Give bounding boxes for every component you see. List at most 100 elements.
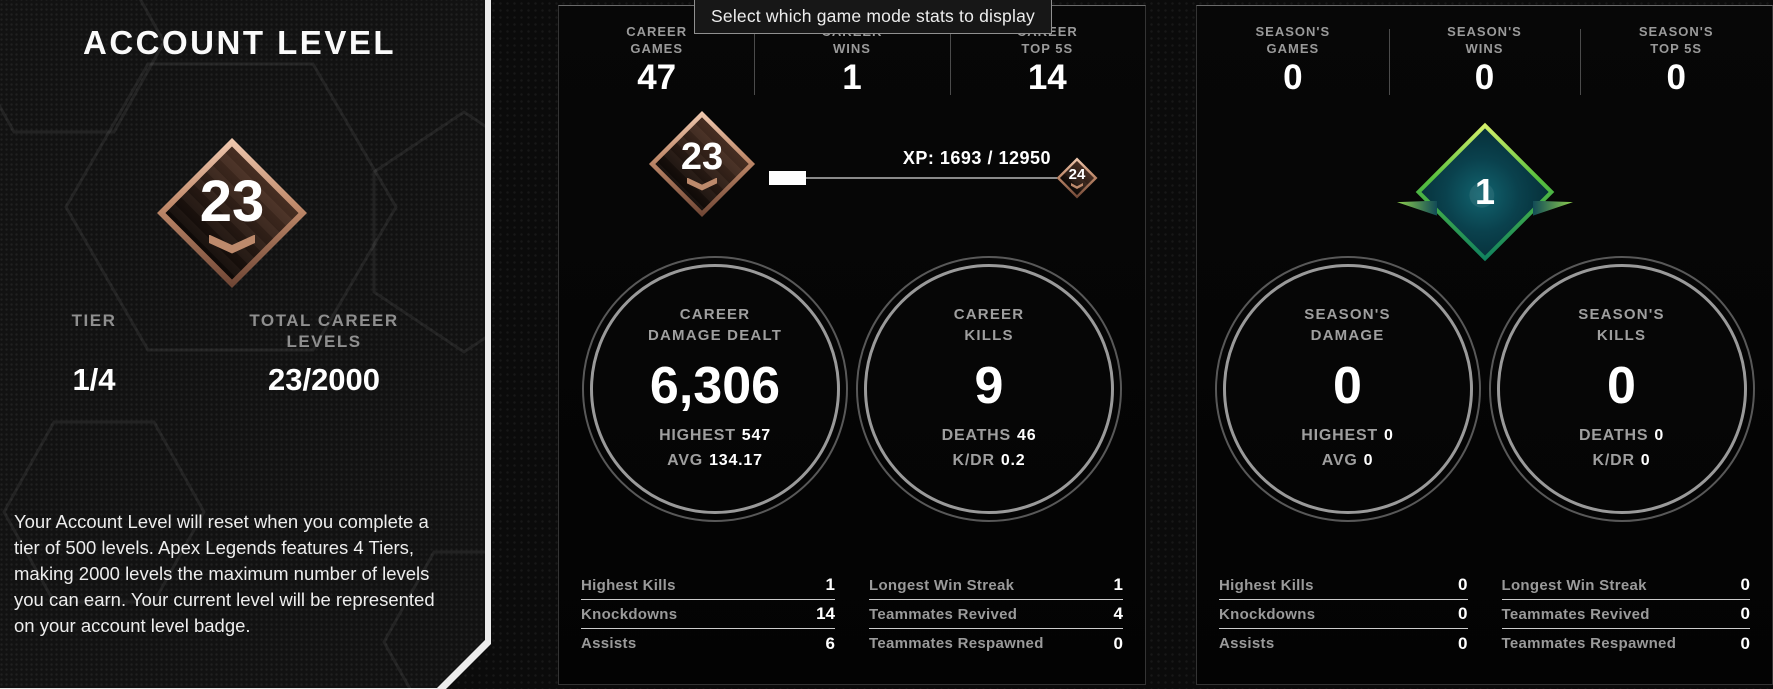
badge-content: 1 bbox=[1413, 120, 1557, 264]
sub-value: 46 bbox=[1017, 427, 1037, 445]
season-top5s-value: 0 bbox=[1666, 58, 1686, 97]
current-level-badge: 23 bbox=[648, 110, 756, 218]
tooltip-text: Select which game mode stats to display bbox=[711, 6, 1035, 26]
table-row: Longest Win Streak 0 bbox=[1501, 571, 1750, 600]
row-label: Highest Kills bbox=[581, 576, 676, 594]
sub-label: DEATHS bbox=[941, 427, 1011, 445]
sub-label: HIGHEST bbox=[1301, 427, 1378, 445]
row-value: 0 bbox=[1458, 633, 1468, 653]
chevron-down-icon bbox=[209, 235, 255, 254]
sub-value: 134.17 bbox=[709, 452, 763, 469]
circle-title: CAREER KILLS bbox=[953, 306, 1025, 345]
sub-value: 0 bbox=[1654, 427, 1665, 445]
table-row: Highest Kills 1 bbox=[581, 571, 835, 600]
season-top-stats: SEASON'S GAMES 0 SEASON'S WINS 0 SEASON'… bbox=[1197, 24, 1772, 95]
career-stats-panel: CAREER GAMES 47 CAREER WINS 1 CAREER TOP… bbox=[558, 5, 1146, 685]
row-value: 0 bbox=[1458, 575, 1468, 594]
circle-value: 0 bbox=[1333, 357, 1362, 416]
badge-content: 23 bbox=[156, 137, 308, 289]
career-games-label: CAREER GAMES bbox=[626, 24, 688, 56]
row-label: Longest Win Streak bbox=[869, 576, 1015, 594]
row-label: Teammates Respawned bbox=[869, 635, 1044, 652]
table-row: Teammates Respawned 0 bbox=[869, 629, 1123, 658]
total-career-levels-label: TOTAL CAREER LEVELS bbox=[249, 311, 399, 352]
circle-sub-stat: DEATHS 46 bbox=[942, 424, 1037, 449]
sub-label: HIGHEST bbox=[659, 427, 736, 445]
circle-sub-stat: AVG 0 bbox=[1322, 449, 1374, 474]
sub-value: 0 bbox=[1384, 427, 1394, 445]
row-value: 4 bbox=[1113, 604, 1123, 623]
table-row: Assists 0 bbox=[1219, 629, 1468, 658]
xp-progress-label: XP: 1693 / 12950 bbox=[902, 148, 1051, 168]
career-top5s-value: 14 bbox=[1027, 58, 1067, 97]
table-row: Longest Win Streak 1 bbox=[869, 571, 1123, 600]
table-column-right: Longest Win Streak 1 Teammates Revived 4… bbox=[869, 571, 1123, 658]
account-level-title: ACCOUNT LEVEL bbox=[83, 24, 396, 61]
xp-progress-bar bbox=[769, 171, 1057, 185]
circle-title: SEASON'S DAMAGE bbox=[1304, 306, 1391, 345]
season-level-badge: 1 bbox=[1397, 120, 1573, 264]
career-games-stat: CAREER GAMES 47 bbox=[559, 24, 754, 95]
career-damage-circle: CAREER DAMAGE DEALT 6,306 HIGHEST 547 AVG… bbox=[582, 256, 848, 522]
sub-label: AVG bbox=[667, 452, 704, 469]
row-label: Highest Kills bbox=[1219, 576, 1314, 594]
row-label: Knockdowns bbox=[581, 605, 678, 623]
account-level-badge: 23 bbox=[156, 137, 308, 289]
table-column-left: Highest Kills 1 Knockdowns 14 Assists 6 bbox=[581, 571, 835, 658]
badge-content: 23 bbox=[648, 110, 756, 218]
circle-sub-stat: AVG 134.17 bbox=[667, 449, 763, 474]
career-top-stats: CAREER GAMES 47 CAREER WINS 1 CAREER TOP… bbox=[559, 24, 1145, 95]
season-top5s-stat: SEASON'S TOP 5S 0 bbox=[1580, 24, 1772, 95]
row-value: 1 bbox=[1113, 575, 1123, 594]
career-wins-stat: CAREER WINS 1 bbox=[754, 24, 949, 95]
circle-value: 0 bbox=[1607, 357, 1636, 416]
row-label: Longest Win Streak bbox=[1501, 576, 1647, 594]
season-games-stat: SEASON'S GAMES 0 bbox=[1197, 24, 1389, 95]
sub-value: 0 bbox=[1363, 452, 1374, 469]
season-kills-circle: SEASON'S KILLS 0 DEATHS 0 K/DR 0 bbox=[1488, 256, 1755, 522]
row-value: 0 bbox=[1740, 633, 1750, 653]
row-label: Knockdowns bbox=[1219, 605, 1316, 623]
account-level-panel: ACCOUNT LEVEL 23 TIER 1/4 TOTAL CAREER L… bbox=[0, 0, 485, 688]
sub-label: DEATHS bbox=[1578, 427, 1649, 445]
xp-progress-fill bbox=[769, 171, 807, 185]
account-level-description: Your Account Level will reset when you c… bbox=[14, 511, 435, 636]
season-stats-panel: SEASON'S GAMES 0 SEASON'S WINS 0 SEASON'… bbox=[1196, 5, 1773, 685]
sub-value: 547 bbox=[741, 427, 771, 445]
circle-value: 9 bbox=[974, 357, 1004, 416]
row-label: Assists bbox=[581, 635, 637, 652]
total-career-levels-value: 23/2000 bbox=[267, 362, 381, 397]
row-value: 1 bbox=[825, 575, 835, 594]
sub-label: K/DR bbox=[1592, 452, 1635, 469]
season-wins-stat: SEASON'S WINS 0 bbox=[1388, 24, 1581, 95]
table-row: Teammates Revived 0 bbox=[1501, 600, 1750, 629]
season-level-number: 1 bbox=[1474, 171, 1496, 212]
current-level-number: 23 bbox=[680, 135, 724, 178]
season-stat-circles: SEASON'S DAMAGE 0 HIGHEST 0 AVG 0 SEASON'S… bbox=[1197, 256, 1772, 522]
sub-value: 0 bbox=[1640, 452, 1651, 469]
career-misc-stats-table: Highest Kills 1 Knockdowns 14 Assists 6 … bbox=[559, 571, 1145, 658]
row-label: Assists bbox=[1219, 635, 1275, 652]
season-misc-stats-table: Highest Kills 0 Knockdowns 0 Assists 0 L… bbox=[1197, 571, 1772, 658]
row-value: 0 bbox=[1458, 604, 1468, 623]
career-wins-value: 1 bbox=[842, 58, 862, 97]
career-top5s-stat: CAREER TOP 5S 14 bbox=[949, 24, 1145, 97]
season-wins-label: SEASON'S WINS bbox=[1447, 24, 1522, 56]
table-row: Assists 6 bbox=[581, 629, 835, 658]
row-value: 0 bbox=[1113, 633, 1123, 653]
career-kills-circle: CAREER KILLS 9 DEATHS 46 K/DR 0.2 bbox=[856, 256, 1122, 522]
row-value: 14 bbox=[816, 604, 835, 623]
sub-value: 0.2 bbox=[1000, 452, 1026, 469]
row-label: Teammates Revived bbox=[869, 605, 1018, 623]
table-row: Knockdowns 0 bbox=[1219, 600, 1468, 629]
tier-value: 1/4 bbox=[72, 362, 116, 397]
circle-sub-stat: K/DR 0 bbox=[1592, 449, 1650, 474]
table-column-right: Longest Win Streak 0 Teammates Revived 0… bbox=[1501, 571, 1751, 658]
game-mode-tooltip: Select which game mode stats to display bbox=[694, 0, 1052, 34]
table-row: Teammates Respawned 0 bbox=[1502, 629, 1751, 658]
circle-title: CAREER DAMAGE DEALT bbox=[647, 306, 783, 345]
account-badge-level-number: 23 bbox=[199, 168, 265, 234]
career-stat-circles: CAREER DAMAGE DEALT 6,306 HIGHEST 547 AVG… bbox=[559, 256, 1145, 522]
circle-value: 6,306 bbox=[649, 357, 781, 416]
